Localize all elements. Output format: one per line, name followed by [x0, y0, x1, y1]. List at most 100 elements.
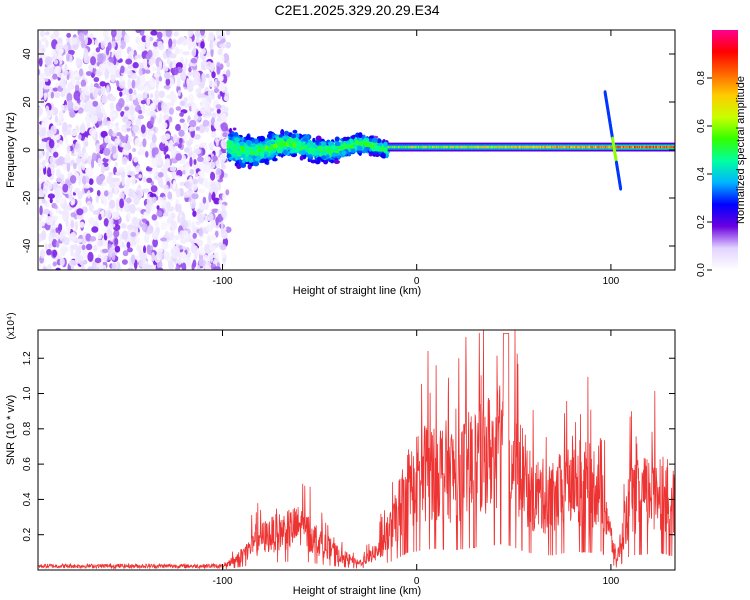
heatmap-cell — [43, 91, 48, 101]
heatmap-cell — [210, 219, 216, 229]
heatmap-cell — [130, 231, 137, 238]
heatmap-cell — [83, 48, 89, 59]
heatmap-cell — [179, 230, 185, 240]
heatmap-cell — [172, 134, 178, 144]
heatmap-cell — [217, 94, 221, 100]
heatmap-cell — [111, 145, 117, 155]
colorbar-ticks: 0.0 0.2 0.4 0.6 0.8 — [696, 71, 712, 277]
heatmap-cell — [50, 91, 55, 99]
heatmap-cell — [154, 89, 160, 100]
heatmap-cell — [179, 137, 183, 144]
heatmap-cell — [109, 96, 116, 101]
heatmap-cell — [145, 167, 154, 172]
heatmap-cell — [334, 136, 340, 142]
heatmap-cell — [144, 129, 150, 134]
heatmap-cell — [153, 73, 159, 78]
heatmap-cell — [156, 210, 163, 217]
heatmap-cell — [54, 187, 61, 198]
heatmap-cell — [85, 175, 90, 184]
heatmap-cell — [266, 133, 272, 139]
heatmap-cell — [221, 252, 226, 258]
heatmap-cell — [195, 220, 201, 226]
heatmap-cell — [149, 193, 157, 198]
heatmap-cell — [368, 144, 372, 149]
heatmap-cell — [166, 58, 171, 65]
heatmap-cell — [110, 223, 116, 228]
heatmap-cell — [233, 137, 240, 142]
heatmap-cell — [220, 243, 227, 251]
heatmap-cell — [138, 76, 146, 86]
heatmap-cell — [58, 48, 63, 56]
heatmap-cell — [102, 112, 107, 119]
heatmap-cell — [216, 262, 220, 268]
heatmap-cell — [105, 36, 109, 42]
heatmap-cell — [106, 120, 112, 130]
heatmap-cell — [81, 164, 86, 171]
heatmap-cell — [244, 156, 250, 163]
heatmap-cell — [195, 126, 200, 131]
heatmap-cell — [187, 79, 193, 89]
heatmap-cell — [210, 62, 215, 72]
colorbar-tick-label: 0.8 — [696, 71, 707, 85]
heatmap-cell — [225, 41, 232, 49]
heatmap-cell — [69, 174, 77, 184]
heatmap-cell — [151, 158, 158, 168]
heatmap-cell — [202, 119, 210, 128]
heatmap-cell — [200, 106, 206, 115]
heatmap-cell — [158, 76, 163, 82]
y-tick-label: 20 — [22, 96, 33, 108]
heatmap-cell — [292, 143, 297, 148]
heatmap-cell — [189, 156, 193, 167]
heatmap-cell — [188, 126, 195, 132]
heatmap-cell — [148, 249, 152, 256]
heatmap-cell — [85, 71, 92, 76]
colorbar-tick-label: 0.6 — [696, 119, 707, 133]
heatmap-cell — [88, 178, 94, 185]
x-tick-label: 100 — [603, 276, 620, 287]
heatmap-cell — [239, 141, 245, 146]
heatmap-cell — [162, 114, 169, 121]
heatmap-cell — [150, 30, 158, 36]
heatmap-cell — [75, 156, 81, 165]
heatmap-cell — [54, 115, 58, 123]
heatmap-cell — [283, 130, 290, 136]
heatmap-cell — [316, 157, 323, 161]
heatmap-cell — [295, 141, 302, 147]
heatmap-cell — [186, 140, 192, 146]
heatmap-cell — [125, 197, 132, 204]
heatmap-cell — [90, 158, 95, 169]
heatmap-cell — [84, 141, 89, 147]
heatmap-cell — [235, 144, 240, 148]
heatmap-cell — [142, 263, 150, 270]
heatmap-cell — [194, 76, 201, 86]
heatmap-cell — [193, 159, 197, 165]
heatmap-cell — [347, 152, 351, 157]
heatmap-cell — [263, 153, 268, 159]
heatmap-cell — [169, 212, 176, 220]
heatmap-cell — [306, 142, 312, 149]
heatmap-cell — [147, 224, 154, 234]
heatmap-cell — [50, 231, 57, 237]
heatmap-cell — [136, 75, 141, 86]
heatmap-cell — [120, 207, 124, 212]
heatmap-cell — [254, 157, 261, 161]
heatmap-cell — [108, 57, 115, 63]
heatmap-cell — [191, 192, 199, 200]
heatmap-cell — [164, 230, 170, 237]
heatmap-cell — [45, 151, 50, 160]
heatmap-cell — [59, 257, 65, 267]
heatmap-cell — [43, 116, 50, 122]
heatmap-cell — [107, 194, 112, 201]
heatmap-cell — [176, 77, 181, 88]
heatmap-cell — [74, 220, 79, 232]
heatmap-cell — [163, 71, 171, 80]
heatmap-cell — [161, 121, 168, 129]
heatmap-cell — [170, 98, 175, 107]
snr-y-multiplier: (x10⁴) — [6, 312, 17, 339]
heatmap-cell — [126, 140, 131, 151]
heatmap-cell — [236, 157, 241, 160]
heatmap-cell — [49, 209, 54, 217]
heatmap-cell — [104, 136, 110, 144]
heatmap-cell — [151, 214, 158, 221]
heatmap-cell — [52, 261, 57, 267]
